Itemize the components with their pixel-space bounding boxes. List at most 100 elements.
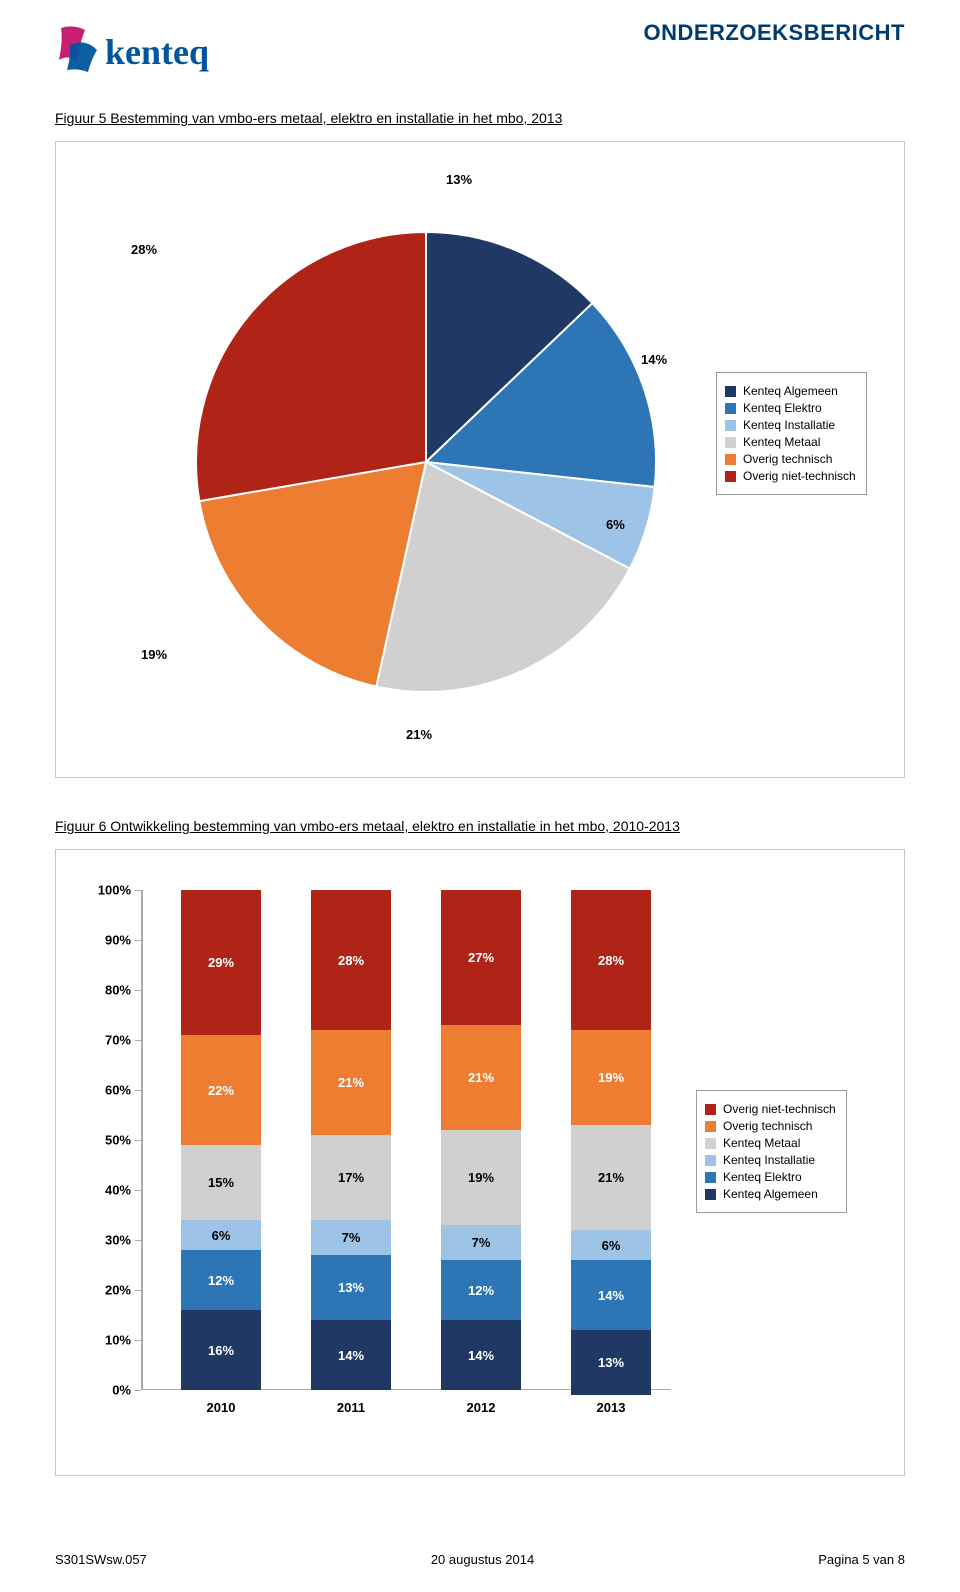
y-tick-label: 60% bbox=[105, 1083, 141, 1098]
bar-segment: 21% bbox=[441, 1025, 521, 1130]
bar-segment: 7% bbox=[311, 1220, 391, 1255]
legend-label: Kenteq Installatie bbox=[743, 418, 835, 432]
page-header: kenteq ONDERZOEKSBERICHT bbox=[55, 20, 905, 80]
legend-item: Overig niet-technisch bbox=[725, 469, 856, 483]
y-tick-label: 80% bbox=[105, 983, 141, 998]
bar-segment: 29% bbox=[181, 890, 261, 1035]
bar-segment: 28% bbox=[311, 890, 391, 1030]
pie-slice-overig-niet-technisch bbox=[196, 232, 426, 501]
legend-label: Kenteq Elektro bbox=[723, 1170, 802, 1184]
legend-swatch bbox=[705, 1104, 716, 1115]
bar-segment: 28% bbox=[571, 890, 651, 1030]
legend-item: Kenteq Elektro bbox=[705, 1170, 836, 1184]
page-footer: S301SWsw.057 20 augustus 2014 Pagina 5 v… bbox=[55, 1552, 905, 1567]
logo-text: kenteq bbox=[105, 32, 209, 72]
pie-percent-label: 14% bbox=[641, 352, 667, 367]
bar-segment: 6% bbox=[181, 1220, 261, 1250]
pie-percent-label: 6% bbox=[606, 517, 625, 532]
footer-left: S301SWsw.057 bbox=[55, 1552, 147, 1567]
legend-label: Kenteq Algemeen bbox=[743, 384, 838, 398]
bar-segment: 14% bbox=[311, 1320, 391, 1390]
legend-label: Kenteq Algemeen bbox=[723, 1187, 818, 1201]
legend-item: Overig niet-technisch bbox=[705, 1102, 836, 1116]
bar-legend: Overig niet-technisch Overig technisch Ken… bbox=[696, 1090, 847, 1213]
legend-label: Overig technisch bbox=[743, 452, 832, 466]
bar-column: 28%19%21%6%14%13% bbox=[571, 890, 651, 1390]
pie-chart: 13% 14% 6% 21% 19% 28% Kenteq Algemeen Kenteq E… bbox=[76, 172, 884, 752]
legend-label: Kenteq Installatie bbox=[723, 1153, 815, 1167]
bar-segment: 16% bbox=[181, 1310, 261, 1390]
bar-segment: 17% bbox=[311, 1135, 391, 1220]
y-axis bbox=[141, 890, 143, 1390]
y-tick-label: 20% bbox=[105, 1283, 141, 1298]
pie-percent-label: 21% bbox=[406, 727, 432, 742]
bar-segment: 22% bbox=[181, 1035, 261, 1145]
legend-item: Kenteq Algemeen bbox=[725, 384, 856, 398]
legend-swatch bbox=[705, 1138, 716, 1149]
pie-legend: Kenteq Algemeen Kenteq Elektro Kenteq Inst… bbox=[716, 372, 867, 495]
pie-percent-label: 28% bbox=[131, 242, 157, 257]
bar-segment: 12% bbox=[441, 1260, 521, 1320]
legend-swatch bbox=[725, 420, 736, 431]
figure5-frame: 13% 14% 6% 21% 19% 28% Kenteq Algemeen Kenteq E… bbox=[55, 141, 905, 778]
x-category-label: 2010 bbox=[181, 1400, 261, 1415]
footer-right: Pagina 5 van 8 bbox=[818, 1552, 905, 1567]
legend-swatch bbox=[725, 403, 736, 414]
legend-label: Overig technisch bbox=[723, 1119, 812, 1133]
legend-item: Kenteq Metaal bbox=[725, 435, 856, 449]
bar-segment: 19% bbox=[441, 1130, 521, 1225]
x-category-label: 2012 bbox=[441, 1400, 521, 1415]
y-tick-label: 10% bbox=[105, 1333, 141, 1348]
bar-column: 29%22%15%6%12%16% bbox=[181, 890, 261, 1390]
bar-segment: 6% bbox=[571, 1230, 651, 1260]
y-tick-label: 30% bbox=[105, 1233, 141, 1248]
bar-column: 27%21%19%7%12%14% bbox=[441, 890, 521, 1390]
bar-segment: 15% bbox=[181, 1145, 261, 1220]
y-tick-label: 70% bbox=[105, 1033, 141, 1048]
bar-column: 28%21%17%7%13%14% bbox=[311, 890, 391, 1390]
legend-label: Overig niet-technisch bbox=[743, 469, 856, 483]
bar-segment: 14% bbox=[441, 1320, 521, 1390]
figure5-caption: Figuur 5 Bestemming van vmbo-ers metaal,… bbox=[55, 110, 905, 126]
legend-label: Kenteq Elektro bbox=[743, 401, 822, 415]
legend-swatch bbox=[705, 1155, 716, 1166]
report-title: ONDERZOEKSBERICHT bbox=[643, 20, 905, 46]
pie-percent-label: 19% bbox=[141, 647, 167, 662]
x-category-label: 2013 bbox=[571, 1400, 651, 1415]
x-category-label: 2011 bbox=[311, 1400, 391, 1415]
bar-segment: 13% bbox=[311, 1255, 391, 1320]
legend-item: Kenteq Elektro bbox=[725, 401, 856, 415]
bar-segment: 27% bbox=[441, 890, 521, 1025]
y-tick-label: 90% bbox=[105, 933, 141, 948]
bar-segment: 19% bbox=[571, 1030, 651, 1125]
legend-item: Kenteq Installatie bbox=[705, 1153, 836, 1167]
bar-segment: 13% bbox=[571, 1330, 651, 1395]
y-tick-label: 100% bbox=[98, 883, 141, 898]
legend-swatch bbox=[705, 1172, 716, 1183]
y-tick-label: 40% bbox=[105, 1183, 141, 1198]
legend-item: Kenteq Installatie bbox=[725, 418, 856, 432]
legend-item: Overig technisch bbox=[725, 452, 856, 466]
y-tick-label: 50% bbox=[105, 1133, 141, 1148]
stacked-bar-chart: 0%10%20%30%40%50%60%70%80%90%100%29%22%1… bbox=[76, 880, 884, 1450]
logo: kenteq bbox=[55, 20, 245, 80]
bar-segment: 7% bbox=[441, 1225, 521, 1260]
footer-center: 20 augustus 2014 bbox=[431, 1552, 534, 1567]
pie-percent-label: 13% bbox=[446, 172, 472, 187]
legend-swatch bbox=[705, 1189, 716, 1200]
y-tick-label: 0% bbox=[112, 1383, 141, 1398]
figure6-caption: Figuur 6 Ontwikkeling bestemming van vmb… bbox=[55, 818, 905, 834]
legend-swatch bbox=[725, 386, 736, 397]
figure6-frame: 0%10%20%30%40%50%60%70%80%90%100%29%22%1… bbox=[55, 849, 905, 1476]
legend-item: Kenteq Algemeen bbox=[705, 1187, 836, 1201]
legend-label: Overig niet-technisch bbox=[723, 1102, 836, 1116]
bar-segment: 12% bbox=[181, 1250, 261, 1310]
legend-item: Kenteq Metaal bbox=[705, 1136, 836, 1150]
bar-segment: 21% bbox=[311, 1030, 391, 1135]
legend-swatch bbox=[725, 437, 736, 448]
legend-swatch bbox=[725, 454, 736, 465]
bar-segment: 21% bbox=[571, 1125, 651, 1230]
bar-plot-area: 0%10%20%30%40%50%60%70%80%90%100%29%22%1… bbox=[141, 890, 671, 1390]
legend-label: Kenteq Metaal bbox=[723, 1136, 800, 1150]
legend-swatch bbox=[705, 1121, 716, 1132]
